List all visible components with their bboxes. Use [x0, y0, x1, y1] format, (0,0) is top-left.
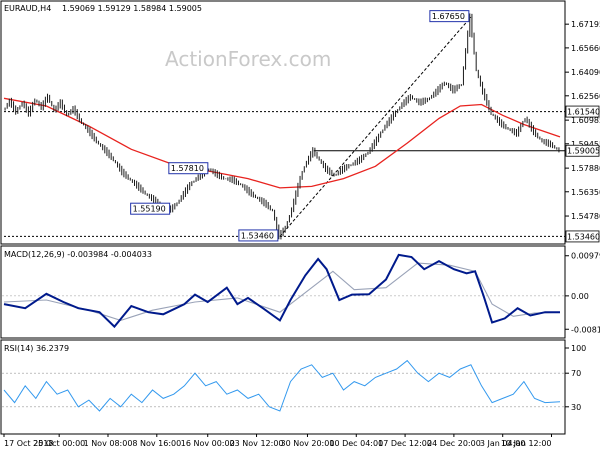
macd-ytick-label-0: 0.009797: [571, 252, 600, 261]
ma-line: [3, 97, 561, 189]
rsi-title: RSI(14) 36.2379: [4, 344, 69, 353]
rsi-panel: 100 70 30: [2, 344, 586, 412]
x-tick-label-2: 1 Nov 08:00: [84, 439, 133, 448]
rsi-ytick-label-2: 30: [571, 403, 581, 412]
price-ytick-label-7: 1.56350: [571, 188, 600, 197]
macd-panel-frame: [0, 245, 566, 339]
x-tick-label-4: 16 Nov 00:00: [181, 439, 235, 448]
price-panel: 1.67195 1.65660 1.64090 1.62560 1.60985 1.594…: [3, 10, 600, 243]
price-header-symbol: EURAUD,H4: [4, 4, 51, 13]
rsi-panel-frame: [0, 339, 566, 435]
x-tick-label-9: 24 Dec 20:00: [427, 439, 481, 448]
macd-title: MACD(12,26,9) -0.003984 -0.004033: [4, 250, 152, 259]
macd-panel: 0.009797 0.00 -0.008152: [2, 252, 600, 334]
price-ytick-label-8: 1.54780: [571, 212, 600, 221]
rsi-ytick-label-1: 70: [571, 369, 581, 378]
price-ytick-label-0: 1.67195: [571, 20, 600, 29]
price-annotation-1-box: [168, 162, 209, 175]
price-annotation-2: 1.55190: [133, 205, 166, 214]
price-ytick-label-2: 1.64090: [571, 68, 600, 77]
price-ytick-label-4: 1.60985: [571, 116, 600, 125]
price-ytick-label-3: 1.62560: [571, 92, 600, 101]
watermark: ActionForex.com: [165, 47, 331, 71]
price-annotation-0: 1.67650: [432, 12, 465, 21]
price-ytick-label-1: 1.65660: [571, 44, 600, 53]
x-tick-label-7: 10 Dec 04:00: [329, 439, 383, 448]
macd-ytick-label-1: 0.00: [571, 292, 589, 301]
x-tick-label-3: 8 Nov 16:00: [132, 439, 181, 448]
x-tick-label-5: 23 Nov 12:00: [230, 439, 284, 448]
x-tick-label-11: 10 Jan 12:00: [501, 439, 552, 448]
macd-ytick-label-2: -0.008152: [571, 325, 600, 334]
price-panel-frame: [0, 0, 566, 245]
price-annotation-3: 1.53460: [241, 231, 274, 240]
level-tag-0: 1.61540: [567, 108, 600, 117]
level-tag-2: 1.53460: [567, 232, 600, 241]
rsi-line: [3, 359, 561, 412]
x-tick-label-1: 25 Oct 00:00: [33, 439, 85, 448]
trendline: [279, 16, 472, 237]
level-tag-box-2: [565, 230, 600, 243]
price-ytick-label-6: 1.57880: [571, 164, 600, 173]
x-tick-label-8: 17 Dec 12:00: [378, 439, 432, 448]
level-tag-1: 1.59005: [567, 147, 600, 156]
level-tag-box-1: [565, 144, 600, 157]
price-header-ohlc: 1.59069 1.59129 1.58984 1.59005: [62, 4, 202, 13]
x-tick-label-10: 3 Jan 04:00: [480, 439, 526, 448]
level-tag-box-0: [565, 105, 600, 118]
price-ytick-label-5: 1.59455: [571, 140, 600, 149]
x-tick-label-0: 17 Oct 2018: [4, 439, 53, 448]
macd-line: [3, 253, 560, 329]
rsi-ytick-label-0: 100: [571, 344, 586, 353]
price-annotation-2-box: [130, 202, 171, 215]
x-tick-label-6: 30 Nov 20:00: [280, 439, 334, 448]
price-annotation-0-box: [429, 10, 470, 23]
price-annotation-3-box: [238, 229, 279, 242]
price-annotation-1: 1.57810: [171, 164, 204, 173]
